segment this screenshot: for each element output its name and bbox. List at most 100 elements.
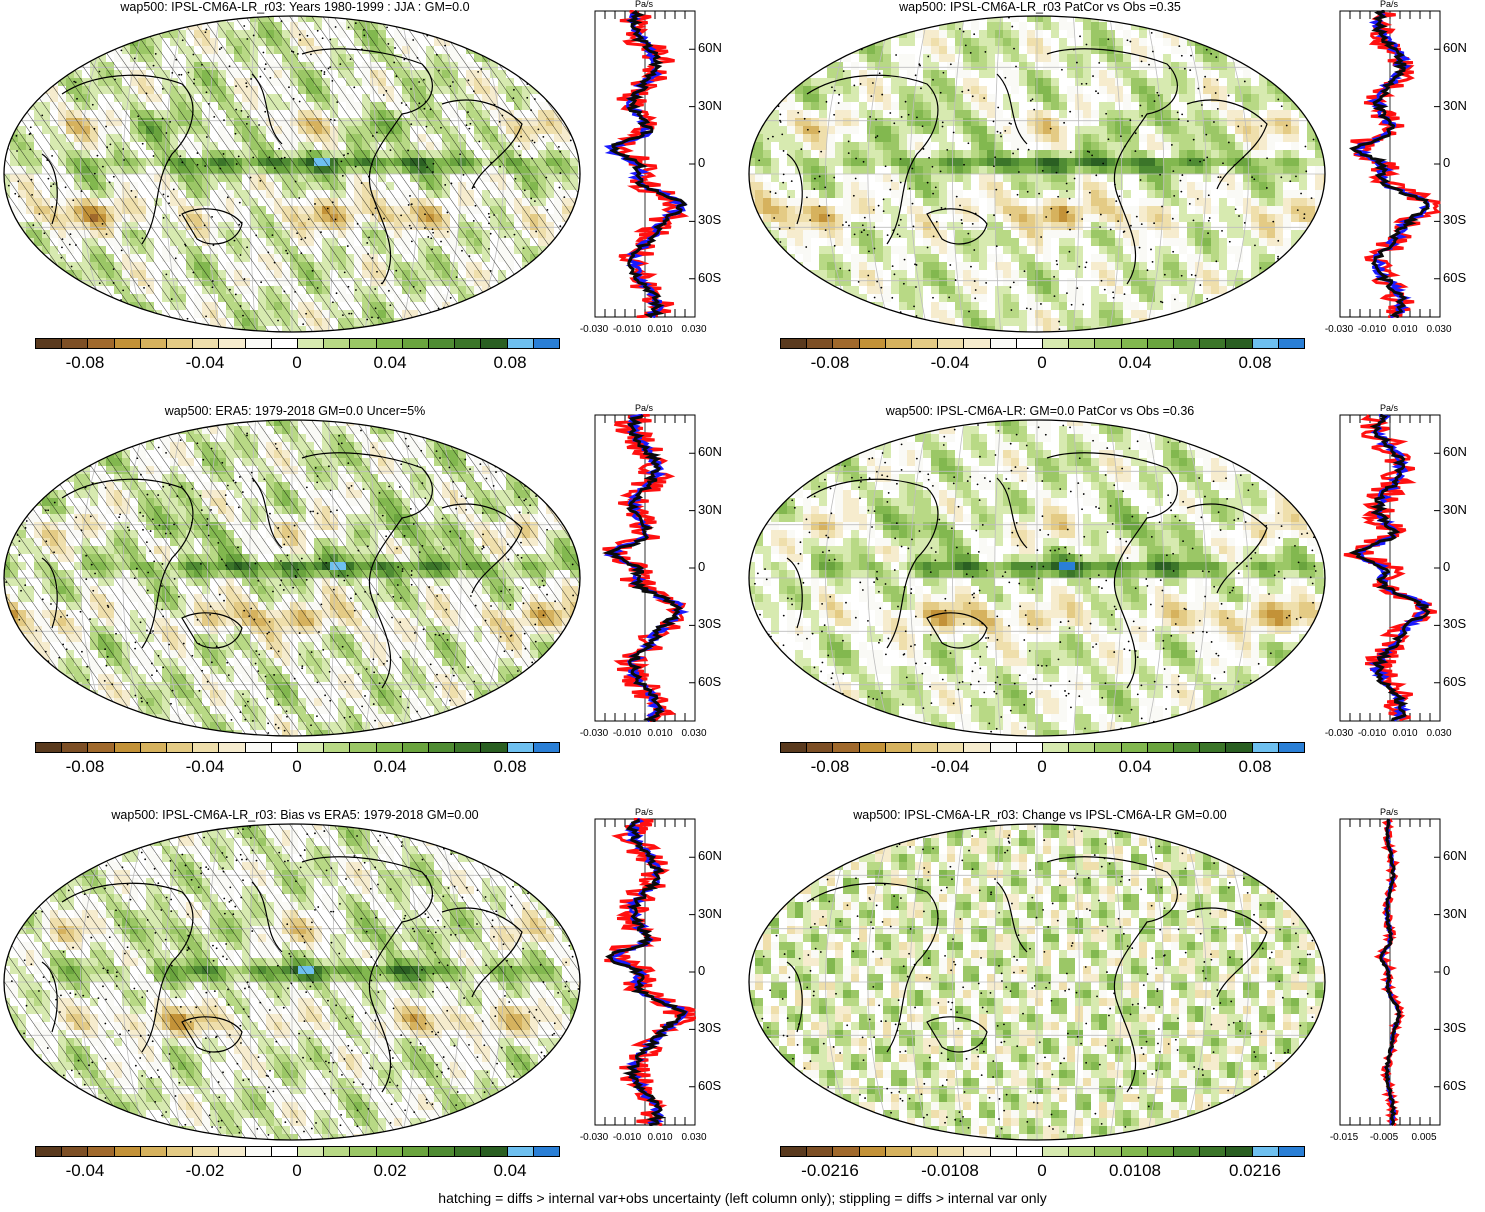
colorbar-swatch: [114, 339, 141, 348]
map: [747, 14, 1327, 334]
zonal-ytick: 0: [698, 155, 705, 170]
colorbar-label: 0: [1037, 757, 1046, 777]
colorbar-swatch: [990, 339, 1017, 348]
colorbar-swatch: [533, 743, 560, 752]
zonal-xtick: 0.030: [681, 728, 706, 739]
zonal-units: Pa/s: [1380, 403, 1398, 413]
zonal-units: Pa/s: [1380, 807, 1398, 817]
colorbar-swatch: [271, 743, 299, 752]
colorbar-swatch: [481, 743, 508, 752]
colorbar: [780, 1146, 1305, 1157]
zonal-xtick: -0.010: [613, 1132, 641, 1143]
colorbar-swatch: [1016, 1147, 1044, 1156]
colorbar-swatch: [1174, 743, 1201, 752]
colorbar-swatch: [885, 1147, 913, 1156]
colorbar-swatch: [1043, 1147, 1070, 1156]
colorbar-label: -0.02: [186, 1161, 225, 1181]
colorbar-swatch: [781, 339, 808, 348]
colorbar-swatch: [245, 1147, 272, 1156]
zonal-ytick: 60S: [1443, 270, 1466, 285]
colorbar-swatch: [781, 743, 808, 752]
colorbar-swatch: [859, 1147, 886, 1156]
colorbar: [35, 742, 560, 753]
zonal-ytick: 30S: [698, 1020, 721, 1035]
colorbar-label: -0.08: [811, 353, 850, 373]
zonal-xtick: -0.010: [1358, 728, 1386, 739]
colorbar-label: 0.0108: [1109, 1161, 1161, 1181]
colorbar-swatch: [193, 1147, 220, 1156]
colorbar-swatch: [938, 1147, 965, 1156]
colorbar-swatch: [376, 743, 403, 752]
colorbar-swatch: [62, 339, 89, 348]
zonal-mean-plot: [1339, 818, 1441, 1127]
colorbar-label: 0.08: [493, 757, 526, 777]
colorbar-label: 0.02: [373, 1161, 406, 1181]
colorbar-swatch: [859, 743, 886, 752]
zonal-xtick: -0.010: [613, 324, 641, 335]
colorbar-swatch: [376, 339, 403, 348]
zonal-ytick: 30S: [1443, 1020, 1466, 1035]
panel-title: wap500: IPSL-CM6A-LR: GM=0.0 PatCor vs O…: [745, 404, 1335, 418]
colorbar-swatch: [167, 743, 194, 752]
colorbar-label: -0.04: [931, 757, 970, 777]
colorbar-label: -0.0216: [801, 1161, 859, 1181]
colorbar-label: 0: [1037, 1161, 1046, 1181]
colorbar-swatch: [1252, 339, 1279, 348]
panel-era5: wap500: ERA5: 1979-2018 GM=0.0 Uncer=5% -…: [0, 403, 745, 804]
zonal-ytick: 30S: [698, 212, 721, 227]
colorbar-label: -0.08: [811, 757, 850, 777]
colorbar-label: -0.04: [186, 757, 225, 777]
panel-title: wap500: IPSL-CM6A-LR_r03: Bias vs ERA5: …: [0, 808, 590, 822]
panel-ensemble-patcor: wap500: IPSL-CM6A-LR: GM=0.0 PatCor vs O…: [745, 403, 1485, 804]
zonal-ytick: 0: [1443, 559, 1450, 574]
colorbar-swatch: [455, 1147, 482, 1156]
colorbar-label: 0.08: [1238, 353, 1271, 373]
zonal-xtick: -0.030: [580, 324, 608, 335]
colorbar-swatch: [1016, 743, 1044, 752]
panel-bias: wap500: IPSL-CM6A-LR_r03: Bias vs ERA5: …: [0, 807, 745, 1188]
zonal-xtick: -0.015: [1330, 1132, 1358, 1143]
zonal-ytick: 30S: [1443, 212, 1466, 227]
model-profile: [1348, 413, 1431, 722]
colorbar-swatch: [36, 339, 63, 348]
colorbar-swatch: [859, 339, 886, 348]
colorbar-swatch: [193, 743, 220, 752]
colorbar-swatch: [114, 743, 141, 752]
colorbar-label: -0.04: [66, 1161, 105, 1181]
zonal-ytick: 60S: [1443, 674, 1466, 689]
colorbar-swatch: [781, 1147, 808, 1156]
colorbar-swatch: [324, 1147, 351, 1156]
zonal-xtick: 0.030: [681, 324, 706, 335]
colorbar-swatch: [1226, 743, 1253, 752]
colorbar-swatch: [481, 339, 508, 348]
zonal-ytick: 0: [1443, 155, 1450, 170]
colorbar-label: 0.04: [373, 757, 406, 777]
colorbar-swatch: [36, 1147, 63, 1156]
zonal-xtick: -0.010: [613, 728, 641, 739]
model-profile: [602, 414, 684, 723]
colorbar-swatch: [88, 339, 115, 348]
colorbar-swatch: [62, 1147, 89, 1156]
zonal-ytick: 30N: [698, 502, 722, 517]
colorbar-swatch: [350, 743, 377, 752]
colorbar-swatch: [167, 339, 194, 348]
colorbar-label: 0.08: [1238, 757, 1271, 777]
model-profile: [1379, 818, 1402, 1127]
colorbar-swatch: [140, 1147, 168, 1156]
colorbar-swatch: [912, 1147, 939, 1156]
colorbar-label: -0.08: [66, 757, 105, 777]
colorbar-swatch: [885, 743, 913, 752]
zonal-xtick: -0.010: [1358, 324, 1386, 335]
colorbar-swatch: [167, 1147, 194, 1156]
zonal-ytick: 60S: [698, 1078, 721, 1093]
colorbar-swatch: [833, 339, 860, 348]
zonal-xtick: 0.005: [1411, 1132, 1436, 1143]
colorbar-label: 0.04: [1118, 757, 1151, 777]
colorbar-swatch: [1147, 1147, 1175, 1156]
zonal-ytick: 30N: [1443, 906, 1467, 921]
colorbar-swatch: [964, 339, 991, 348]
zonal-ytick: 0: [698, 963, 705, 978]
zonal-ytick: 60N: [1443, 444, 1467, 459]
colorbar-swatch: [298, 339, 325, 348]
colorbar-swatch: [1278, 1147, 1305, 1156]
